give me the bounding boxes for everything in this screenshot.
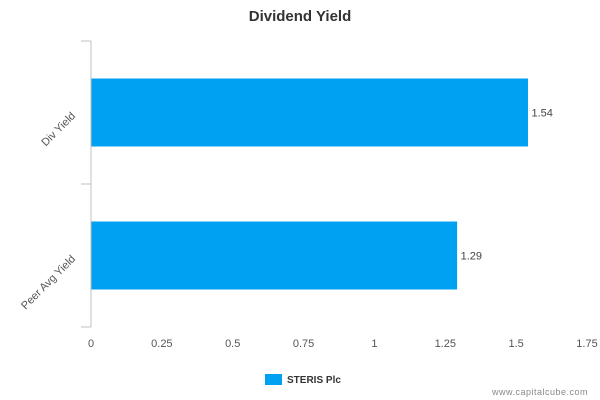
bar-div-yield xyxy=(91,78,528,147)
category-label: Div Yield xyxy=(39,110,78,149)
x-tick-label: 1.25 xyxy=(435,338,456,350)
legend-label: STERIS Plc xyxy=(287,375,341,386)
x-tick-label: 0 xyxy=(88,338,94,350)
x-tick-label: 0.75 xyxy=(293,338,314,350)
x-tick-label: 1.75 xyxy=(576,338,597,350)
legend-swatch xyxy=(265,374,282,385)
bar-value-label: 1.54 xyxy=(531,108,552,120)
x-tick-label: 1.5 xyxy=(508,338,523,350)
bar-peer-avg-yield xyxy=(91,221,458,290)
x-tick-label: 0.5 xyxy=(225,338,240,350)
bar-value-label: 1.29 xyxy=(461,251,482,263)
bars: 1.54 1.29 xyxy=(91,78,553,290)
legend: STERIS Plc xyxy=(265,374,341,386)
x-tick-label: 0.25 xyxy=(151,338,172,350)
chart-title: Dividend Yield xyxy=(249,8,352,25)
watermark-text: www.capitalcube.com xyxy=(491,387,588,397)
x-tick-label: 1 xyxy=(371,338,377,350)
category-label: Peer Avg Yield xyxy=(19,253,78,312)
